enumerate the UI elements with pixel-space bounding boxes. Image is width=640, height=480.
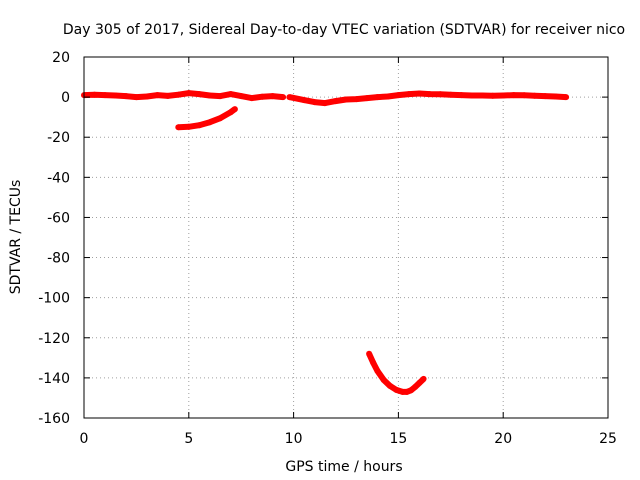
data-point xyxy=(175,91,182,98)
data-point xyxy=(143,93,150,100)
y-tick-label: -20 xyxy=(47,130,70,146)
data-point xyxy=(395,92,402,99)
data-point xyxy=(500,92,507,99)
data-point xyxy=(112,92,119,99)
plot-frame xyxy=(83,56,609,419)
data-point xyxy=(366,350,373,357)
y-tick-label: -140 xyxy=(38,371,70,387)
x-tick-label: 0 xyxy=(80,431,89,447)
x-tick-label: 10 xyxy=(285,431,303,447)
data-point xyxy=(185,123,192,130)
data-point xyxy=(384,93,391,100)
data-point xyxy=(531,92,538,99)
data-point xyxy=(280,94,287,101)
data-point xyxy=(420,375,427,382)
data-point xyxy=(426,91,433,98)
data-point xyxy=(458,92,465,99)
data-point xyxy=(370,359,377,366)
data-point xyxy=(175,124,182,131)
data-point xyxy=(343,96,349,103)
data-point xyxy=(133,94,140,101)
x-tick-label: 5 xyxy=(184,431,193,447)
data-point xyxy=(311,99,318,106)
y-tick-label: 20 xyxy=(52,50,70,66)
data-point xyxy=(196,91,203,98)
data-point xyxy=(248,95,255,102)
data-point xyxy=(393,386,400,393)
data-point xyxy=(563,94,570,101)
data-point xyxy=(408,387,414,394)
y-tick-label: -40 xyxy=(47,170,70,186)
data-point xyxy=(387,382,393,389)
data-point xyxy=(196,122,203,129)
data-point xyxy=(185,90,192,97)
data-point xyxy=(489,92,496,99)
data-point xyxy=(521,92,528,99)
data-point xyxy=(102,92,108,99)
chart-title: Day 305 of 2017, Sidereal Day-to-day VTE… xyxy=(63,22,625,38)
data-point xyxy=(227,91,234,98)
data-point xyxy=(399,388,406,395)
y-tick-label: -100 xyxy=(38,291,70,307)
data-point xyxy=(447,91,454,98)
data-point xyxy=(542,93,549,100)
data-point xyxy=(364,95,370,102)
data-point xyxy=(374,367,381,374)
data-point xyxy=(206,92,213,99)
y-tick-label: -60 xyxy=(47,210,70,226)
data-point xyxy=(437,91,444,98)
data-point xyxy=(238,93,245,100)
y-tick-label: -160 xyxy=(38,411,70,427)
y-tick-label: -80 xyxy=(47,251,70,267)
axis-ticks: 0 5 10 15 20 25 -160 -140 -120 -100 -80 -60 -40 -20 0 2… xyxy=(38,50,617,447)
x-axis-label: GPS time / hours xyxy=(285,459,402,475)
data-point xyxy=(353,96,360,103)
data-point xyxy=(217,93,224,100)
data-series xyxy=(81,90,570,395)
data-point xyxy=(332,98,339,105)
data-point xyxy=(416,90,423,97)
data-point xyxy=(374,94,381,101)
data-point xyxy=(122,93,129,100)
data-point xyxy=(479,92,486,99)
data-point xyxy=(322,100,328,107)
x-tick-label: 25 xyxy=(599,431,617,447)
data-point xyxy=(259,93,266,100)
data-point xyxy=(301,97,308,104)
data-point xyxy=(405,91,412,98)
data-point xyxy=(154,92,161,99)
x-tick-label: 15 xyxy=(389,431,407,447)
data-point xyxy=(416,379,423,386)
data-point xyxy=(227,109,234,116)
data-point xyxy=(91,91,98,98)
data-point xyxy=(412,383,419,390)
y-tick-label: -120 xyxy=(38,331,70,347)
data-point xyxy=(206,119,213,126)
data-point xyxy=(468,92,475,99)
data-point xyxy=(217,115,224,122)
data-point xyxy=(164,92,171,99)
data-point xyxy=(510,92,517,99)
data-point xyxy=(380,376,387,383)
y-tick-label: 0 xyxy=(61,90,70,106)
data-point xyxy=(231,106,238,113)
y-axis-label: SDTVAR / TECUs xyxy=(8,180,24,295)
data-point xyxy=(286,94,293,101)
x-tick-label: 20 xyxy=(494,431,512,447)
data-point xyxy=(552,93,559,100)
data-point xyxy=(269,93,276,100)
